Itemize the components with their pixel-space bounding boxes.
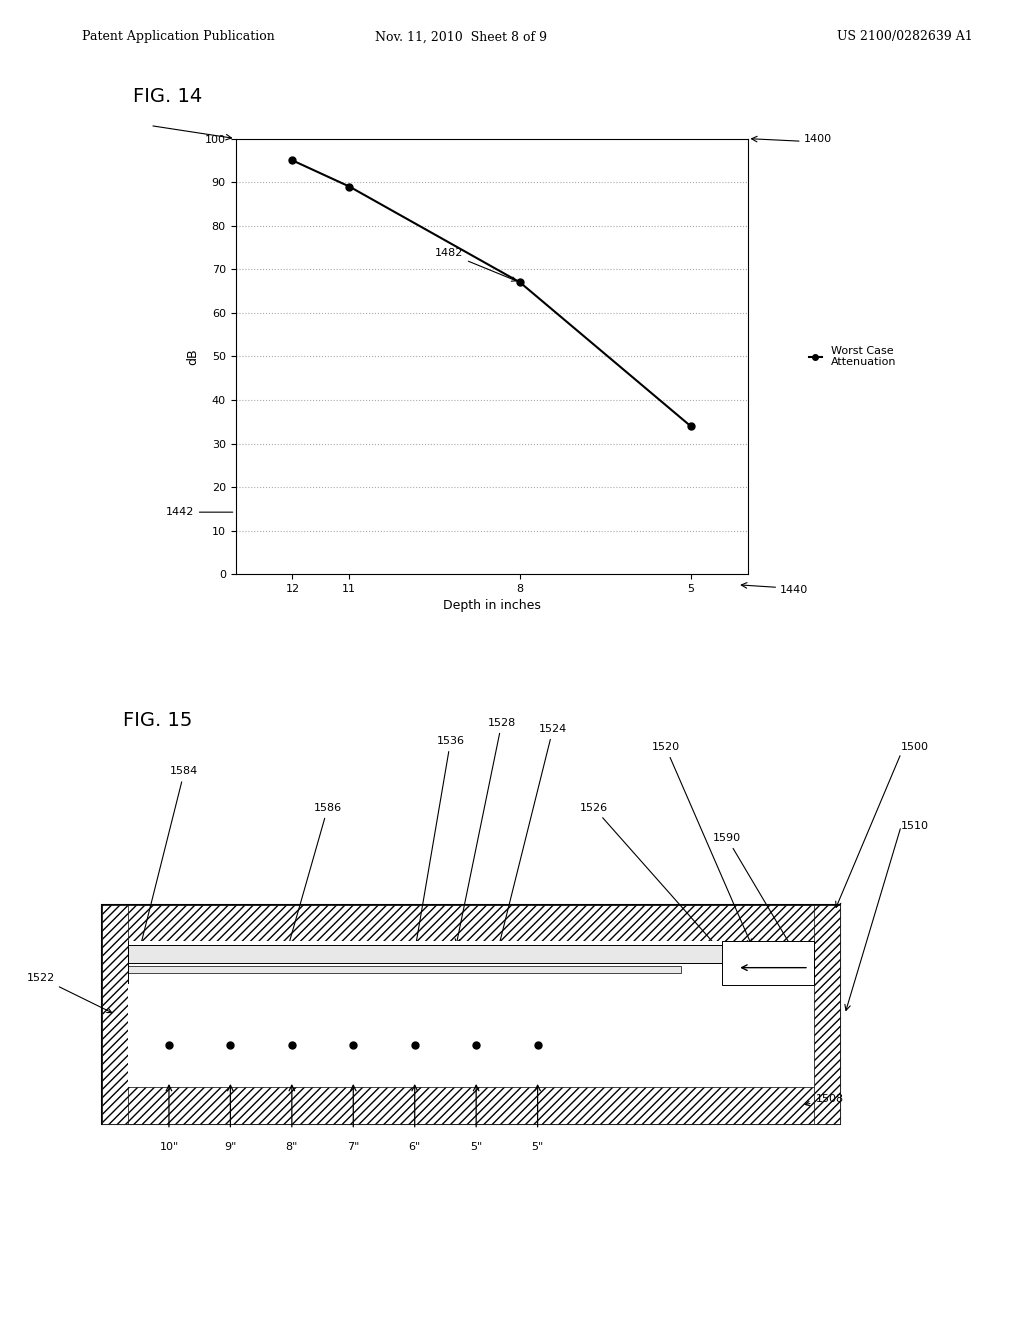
Text: 1590: 1590 bbox=[713, 833, 802, 964]
Bar bbox=[102, 906, 128, 1123]
Text: 1522: 1522 bbox=[27, 973, 112, 1012]
Text: 5": 5" bbox=[531, 1142, 544, 1152]
Text: 10": 10" bbox=[160, 1142, 178, 1152]
Text: 8": 8" bbox=[286, 1142, 298, 1152]
Text: US 2100/0282639 A1: US 2100/0282639 A1 bbox=[837, 30, 973, 44]
Bar bbox=[102, 906, 840, 941]
Bar bbox=[128, 966, 681, 973]
Text: 1508: 1508 bbox=[805, 1094, 844, 1106]
Text: 1482: 1482 bbox=[434, 248, 516, 281]
Text: FIG. 15: FIG. 15 bbox=[123, 710, 193, 730]
Text: 1500: 1500 bbox=[901, 742, 929, 752]
Text: 5": 5" bbox=[470, 1142, 482, 1152]
Bar bbox=[128, 945, 732, 964]
Text: 1524: 1524 bbox=[497, 723, 567, 950]
Bar bbox=[102, 906, 840, 1123]
Text: 1520: 1520 bbox=[651, 742, 752, 944]
Text: 1528: 1528 bbox=[456, 718, 516, 944]
Legend: Worst Case
Attenuation: Worst Case Attenuation bbox=[804, 341, 901, 372]
Text: 1510: 1510 bbox=[901, 821, 929, 832]
Text: FIG. 14: FIG. 14 bbox=[133, 87, 203, 106]
Text: 1536: 1536 bbox=[414, 737, 465, 948]
Bar bbox=[722, 941, 814, 985]
X-axis label: Depth in inches: Depth in inches bbox=[442, 599, 541, 612]
Bar bbox=[102, 1088, 840, 1123]
Text: 1400: 1400 bbox=[804, 133, 831, 144]
Text: 1526: 1526 bbox=[580, 803, 739, 973]
Text: 6": 6" bbox=[409, 1142, 421, 1152]
Text: 1442: 1442 bbox=[166, 507, 195, 517]
Bar bbox=[814, 906, 840, 1123]
Text: 7": 7" bbox=[347, 1142, 359, 1152]
Text: Nov. 11, 2010  Sheet 8 of 9: Nov. 11, 2010 Sheet 8 of 9 bbox=[375, 30, 547, 44]
Text: Patent Application Publication: Patent Application Publication bbox=[82, 30, 274, 44]
Text: 1584: 1584 bbox=[138, 767, 199, 950]
Y-axis label: dB: dB bbox=[186, 348, 200, 364]
Text: 1440: 1440 bbox=[780, 585, 809, 595]
Text: 9": 9" bbox=[224, 1142, 237, 1152]
Text: 1586: 1586 bbox=[282, 803, 342, 965]
Bar bbox=[128, 941, 814, 1088]
